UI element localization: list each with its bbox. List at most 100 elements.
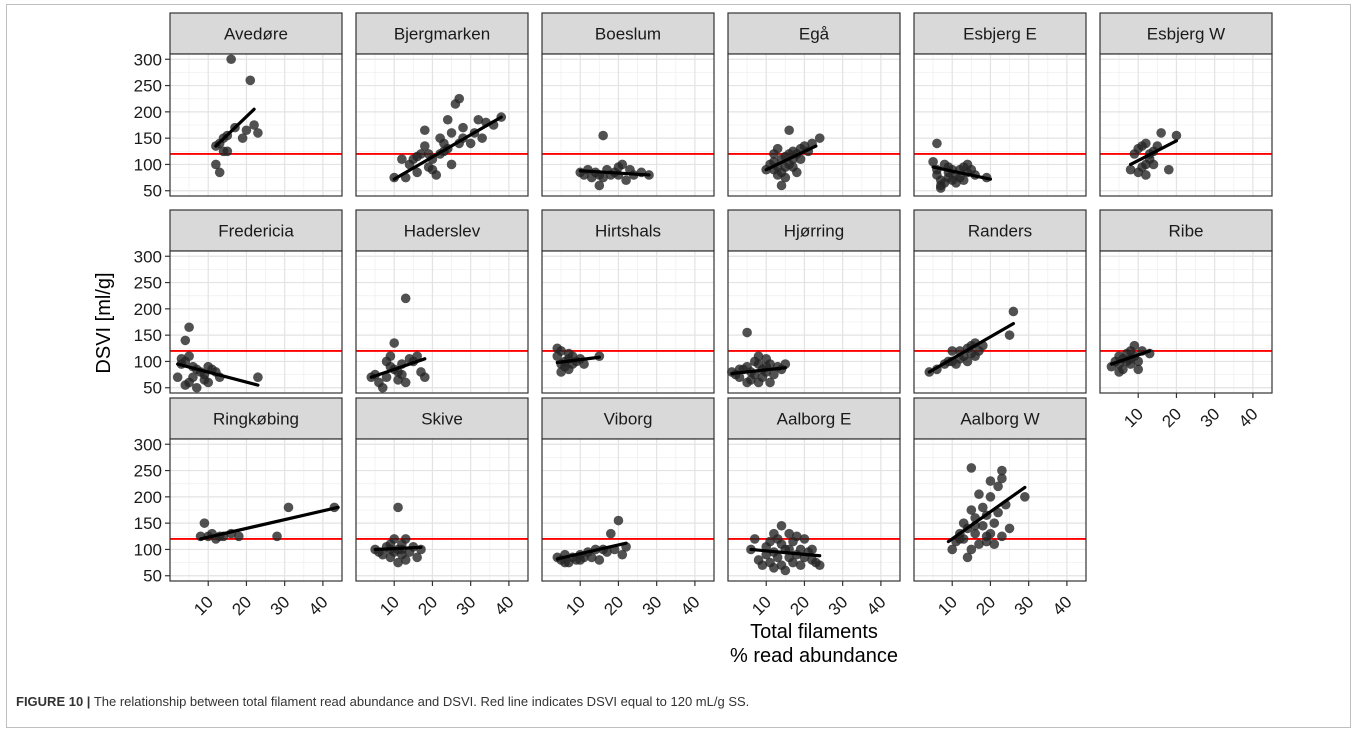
strip-label-aalborg-e: Aalborg E <box>777 410 852 429</box>
strip-skive <box>355 397 529 440</box>
point-aalborg-w-19 <box>985 492 996 502</box>
x-tick-label: 10 <box>190 592 217 619</box>
panel-border-aalborg-e <box>727 438 901 582</box>
x-tick-label: 30 <box>1011 592 1038 619</box>
point-esbjerg-e-21 <box>951 178 961 188</box>
y-tick-label: 300 <box>134 247 162 266</box>
strip-label-ringkobing: Ringkøbing <box>213 410 299 429</box>
point-avedore-12 <box>253 128 263 138</box>
point-hirtshals-12 <box>579 359 589 369</box>
point-haderslev-18 <box>420 372 430 383</box>
strip-label-avedore: Avedøre <box>224 25 288 44</box>
point-aalborg-e-0 <box>776 520 787 531</box>
strip-esbjerg-w <box>1099 12 1273 55</box>
point-haderslev-7 <box>385 351 396 361</box>
point-aalborg-w-2 <box>947 544 958 555</box>
strip-esbjerg-e <box>913 12 1087 55</box>
point-haderslev-13 <box>400 377 411 388</box>
point-randers-6 <box>947 346 958 356</box>
point-bjergmarken-29 <box>412 167 422 178</box>
point-avedore-9 <box>237 133 248 143</box>
fit-line-esbjerg-e <box>931 165 993 181</box>
point-aalborg-e-28 <box>807 544 817 555</box>
point-skive-8 <box>389 534 400 544</box>
strip-bjergmarken <box>355 12 529 55</box>
point-aalborg-e-24 <box>795 560 806 571</box>
point-esbjerg-w-11 <box>1156 128 1166 138</box>
x-tick-label: 30 <box>453 592 480 619</box>
panel-border-esbjerg-e <box>913 53 1087 197</box>
point-aalborg-w-26 <box>997 531 1007 542</box>
panel-border-avedore <box>169 53 343 197</box>
strip-label-viborg: Viborg <box>604 410 653 429</box>
strip-label-ribe: Ribe <box>1169 222 1204 241</box>
y-tick-label: 50 <box>143 182 162 201</box>
figure-caption: FIGURE 10 | The relationship between tot… <box>16 694 1336 709</box>
x-tick-label: 40 <box>1049 592 1076 619</box>
fit-line-skive <box>373 545 423 552</box>
point-hirtshals-2 <box>552 351 563 361</box>
fit-line-viborg <box>555 541 628 561</box>
x-tick-label: 30 <box>825 592 852 619</box>
point-bjergmarken-25 <box>477 133 487 143</box>
point-avedore-10 <box>241 125 252 136</box>
point-fredericia-5 <box>184 351 194 361</box>
point-haderslev-0 <box>400 293 411 304</box>
x-tick-label: 20 <box>228 592 255 619</box>
x-axis-title: Total filaments <box>750 621 878 643</box>
point-bjergmarken-24 <box>473 114 484 125</box>
point-aalborg-w-1 <box>997 465 1007 476</box>
strip-viborg <box>541 397 715 440</box>
strip-boeslum <box>541 12 715 55</box>
x-tick-label: 30 <box>639 592 666 619</box>
y-tick-label: 50 <box>143 567 162 586</box>
x-tick-label: 40 <box>1235 404 1262 431</box>
point-bjergmarken-18 <box>446 128 457 138</box>
panel-border-fredericia <box>169 250 343 394</box>
x-tick-label: 10 <box>934 592 961 619</box>
y-tick-label: 200 <box>134 103 162 122</box>
strip-label-hirtshals: Hirtshals <box>595 222 661 241</box>
point-bjergmarken-6 <box>416 149 426 159</box>
y-tick-label: 50 <box>143 379 162 398</box>
point-esbjerg-w-12 <box>1164 164 1174 175</box>
point-aalborg-w-16 <box>978 520 988 531</box>
fit-line-aalborg-e <box>749 547 822 558</box>
x-tick-label: 30 <box>267 592 294 619</box>
point-viborg-1 <box>606 528 616 539</box>
point-avedore-7 <box>222 146 233 157</box>
strip-label-haderslev: Haderslev <box>404 222 481 241</box>
strip-label-randers: Randers <box>968 222 1032 241</box>
x-tick-label: 40 <box>677 592 704 619</box>
x-tick-label: 20 <box>1158 404 1185 431</box>
point-aalborg-w-23 <box>989 539 1000 549</box>
point-aalborg-w-13 <box>974 539 984 549</box>
point-aalborg-w-7 <box>962 552 973 563</box>
strip-ega <box>727 12 901 55</box>
fit-line-ribe <box>1109 349 1152 366</box>
point-hirtshals-15 <box>563 348 574 359</box>
point-bjergmarken-23 <box>465 138 476 149</box>
strip-hjorring <box>727 209 901 252</box>
point-esbjerg-w-6 <box>1141 170 1151 180</box>
point-skive-10 <box>393 557 403 568</box>
fit-line-randers <box>927 321 1015 374</box>
x-tick-label: 20 <box>786 592 813 619</box>
y-tick-label: 100 <box>134 155 162 174</box>
point-aalborg-e-20 <box>788 557 798 568</box>
x-tick-label: 30 <box>1197 404 1224 431</box>
point-bjergmarken-16 <box>442 114 453 125</box>
point-esbjerg-e-22 <box>958 175 969 186</box>
point-esbjerg-e-1 <box>928 157 938 167</box>
fit-line-fredericia <box>176 362 260 387</box>
panel-border-ribe <box>1099 250 1273 394</box>
strip-label-hjorring: Hjørring <box>784 222 844 241</box>
point-ega-10 <box>776 180 787 191</box>
panel-border-viborg <box>541 438 715 582</box>
point-boeslum-12 <box>621 175 631 186</box>
strip-label-aalborg-w: Aalborg W <box>960 410 1039 429</box>
fit-line-ringkobing <box>198 505 340 541</box>
panel-border-haderslev <box>355 250 529 394</box>
point-aalborg-e-10 <box>769 563 779 573</box>
y-axis-title: DSVI [ml/g] <box>93 272 115 373</box>
